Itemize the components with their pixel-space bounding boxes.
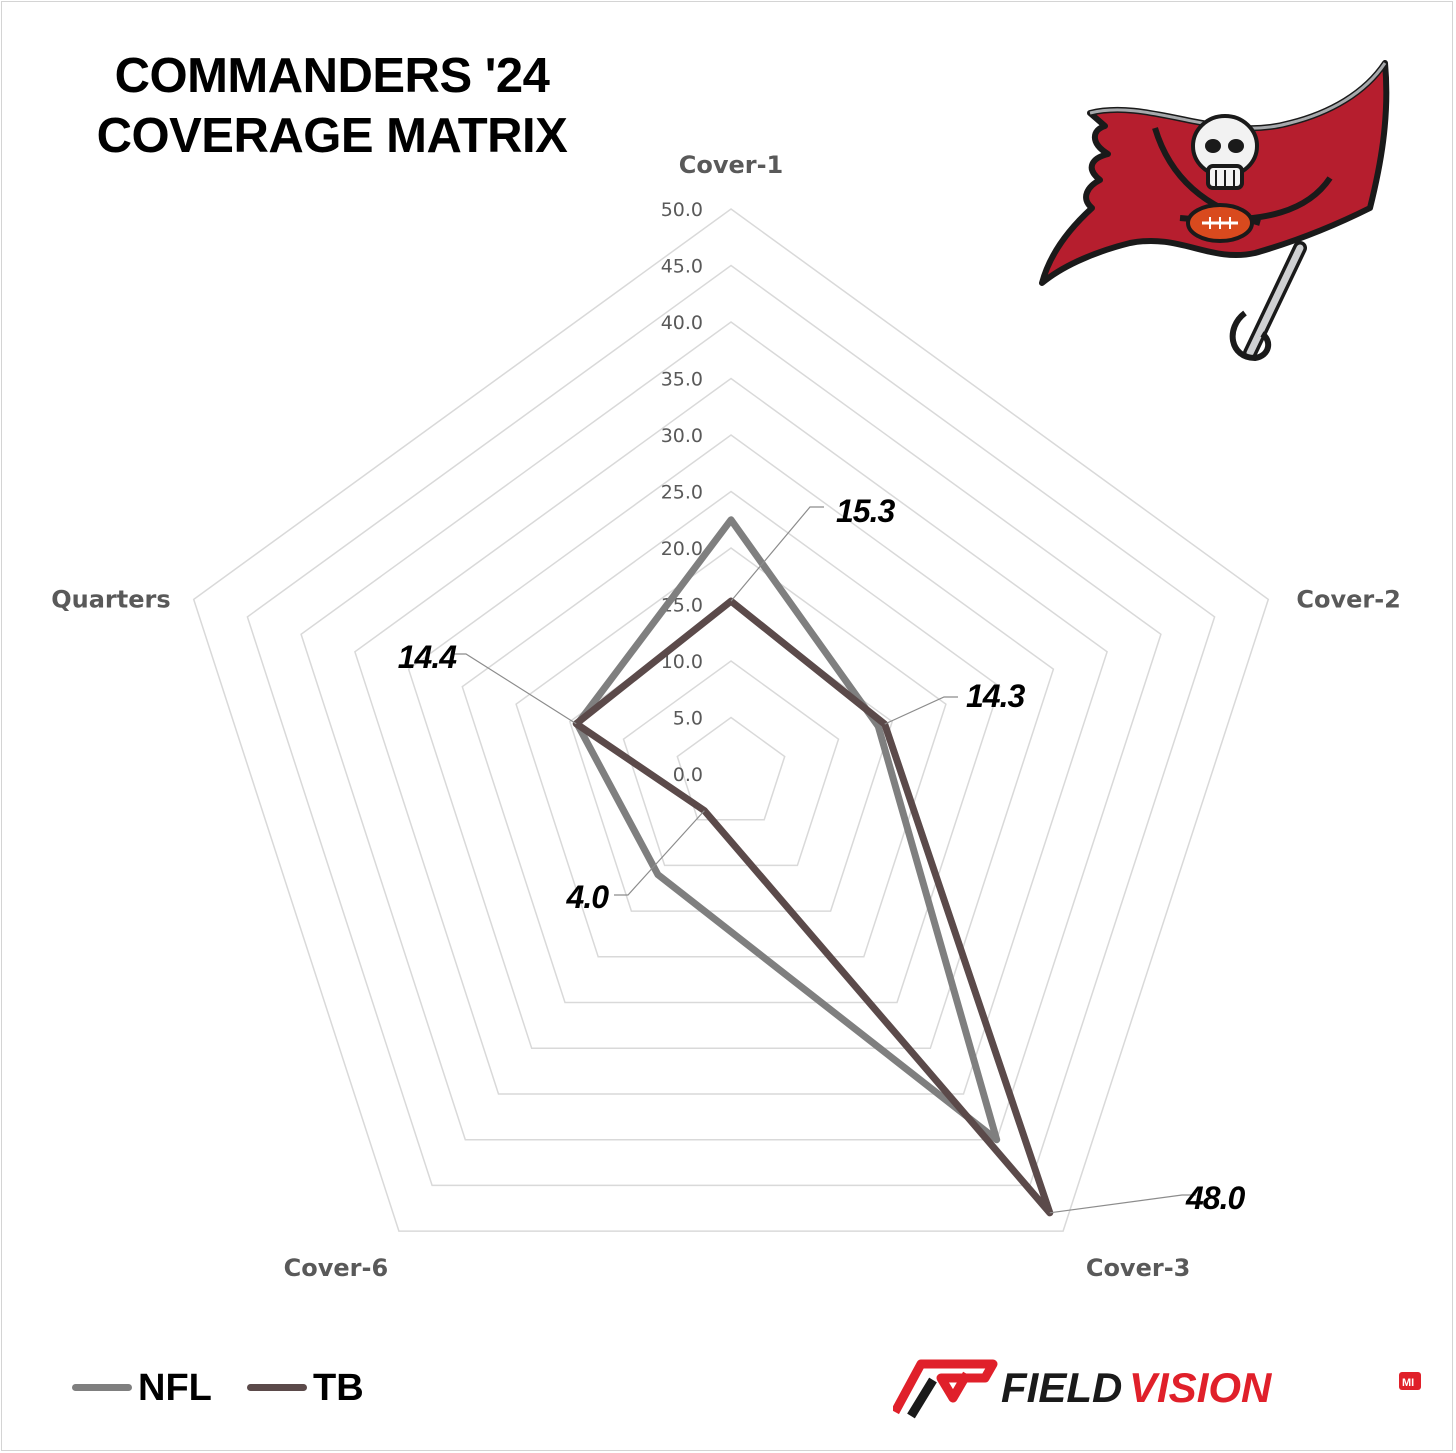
legend-swatch-nfl: [72, 1384, 132, 1391]
flag-pole-highlight: [1246, 244, 1304, 357]
brand-badge-text: MI: [1402, 1377, 1414, 1389]
tick-label: 45.0: [661, 256, 703, 278]
data-label-cover-2: 14.3: [966, 678, 1025, 714]
grid-ring: [515, 547, 947, 958]
data-label-leader: [614, 810, 705, 896]
tick-label: 40.0: [661, 312, 703, 334]
fieldvision-mark-icon: [893, 1359, 998, 1415]
data-labels: 15.3 14.3 48.0 4.0 14.4: [398, 493, 1247, 1216]
tick-label: 50.0: [661, 199, 703, 221]
grid-ring: [407, 434, 1055, 1050]
data-label-cover-6: 4.0: [566, 879, 610, 915]
fieldvision-mark-shadow: [907, 1377, 937, 1419]
legend-label-tb: TB: [313, 1367, 364, 1409]
data-label-cover-3: 48.0: [1185, 1180, 1245, 1216]
brand-word-field: FIELD: [1001, 1364, 1122, 1411]
data-label-leader: [452, 653, 577, 725]
tick-label: 35.0: [661, 369, 703, 391]
tick-label: 30.0: [661, 425, 703, 447]
tick-label: 25.0: [661, 482, 703, 504]
grid-ring: [622, 660, 840, 867]
grid-ring: [354, 377, 1108, 1095]
tick-label: 10.0: [661, 651, 703, 673]
legend-swatch-tb: [247, 1384, 307, 1391]
data-label-leader: [730, 506, 824, 602]
tick-label: 20.0: [661, 538, 703, 560]
data-label-quarters: 14.4: [398, 639, 457, 675]
data-label-leader: [884, 696, 958, 725]
series-lines: [572, 516, 1054, 1217]
legend-label-nfl: NFL: [138, 1367, 212, 1409]
axis-label-cover-6: Cover-6: [284, 1254, 389, 1282]
grid-ring: [246, 264, 1216, 1187]
flag-edge: [1089, 62, 1387, 130]
brand-word-vision: VISION: [1129, 1364, 1273, 1411]
axis-label-cover-1: Cover-1: [679, 151, 784, 179]
football-icon: [1186, 203, 1254, 243]
grid-ring: [300, 321, 1162, 1141]
sword-guard: [1229, 310, 1272, 362]
brand-badge: [1399, 1372, 1421, 1390]
grid-ring: [192, 208, 1270, 1232]
data-label-cover-1: 15.3: [836, 493, 895, 529]
radial-tick-labels: 0.05.010.015.020.025.030.035.040.045.050…: [661, 199, 703, 786]
chart-title-line-2: COVERAGE MATRIX: [96, 109, 568, 163]
grid-ring: [461, 490, 1001, 1004]
tick-label: 5.0: [673, 708, 703, 730]
data-label-leader: [1049, 1194, 1196, 1214]
fieldvision-logo: FIELD VISION MI: [893, 1359, 1421, 1419]
tick-label: 0.0: [673, 764, 703, 786]
series-nfl: [573, 516, 1001, 1144]
team-flag-logo: [1039, 60, 1390, 362]
axis-label-cover-2: Cover-2: [1296, 585, 1401, 613]
skull-icon: [1191, 114, 1259, 190]
axis-label-quarters: Quarters: [51, 585, 170, 613]
axis-labels: Cover-1 Cover-2 Cover-3 Cover-6 Quarters: [51, 151, 1401, 1282]
grid-ring: [676, 716, 786, 821]
axis-label-cover-3: Cover-3: [1086, 1254, 1191, 1282]
chart-title-line-1: COMMANDERS '24: [114, 49, 550, 103]
series-tb: [572, 597, 1054, 1217]
